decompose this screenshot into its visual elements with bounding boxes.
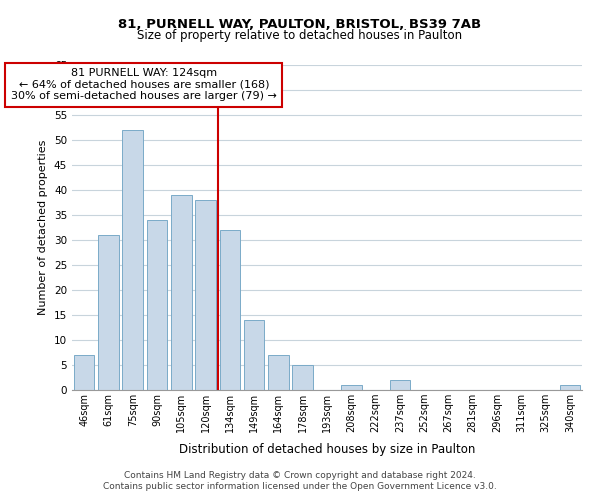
Bar [98,235,119,390]
Bar [195,200,216,390]
Bar [74,355,94,390]
Bar [341,385,362,390]
Text: Contains public sector information licensed under the Open Government Licence v3: Contains public sector information licen… [103,482,497,491]
Bar [220,230,240,390]
Bar [244,320,265,390]
Text: 81, PURNELL WAY, PAULTON, BRISTOL, BS39 7AB: 81, PURNELL WAY, PAULTON, BRISTOL, BS39 … [118,18,482,30]
Bar [560,385,580,390]
Y-axis label: Number of detached properties: Number of detached properties [38,140,49,315]
Bar [292,365,313,390]
Text: Contains HM Land Registry data © Crown copyright and database right 2024.: Contains HM Land Registry data © Crown c… [124,471,476,480]
Text: 81 PURNELL WAY: 124sqm
← 64% of detached houses are smaller (168)
30% of semi-de: 81 PURNELL WAY: 124sqm ← 64% of detached… [11,68,277,102]
Bar [146,220,167,390]
Bar [171,195,191,390]
Text: Size of property relative to detached houses in Paulton: Size of property relative to detached ho… [137,29,463,42]
Bar [268,355,289,390]
X-axis label: Distribution of detached houses by size in Paulton: Distribution of detached houses by size … [179,444,475,456]
Bar [122,130,143,390]
Bar [389,380,410,390]
